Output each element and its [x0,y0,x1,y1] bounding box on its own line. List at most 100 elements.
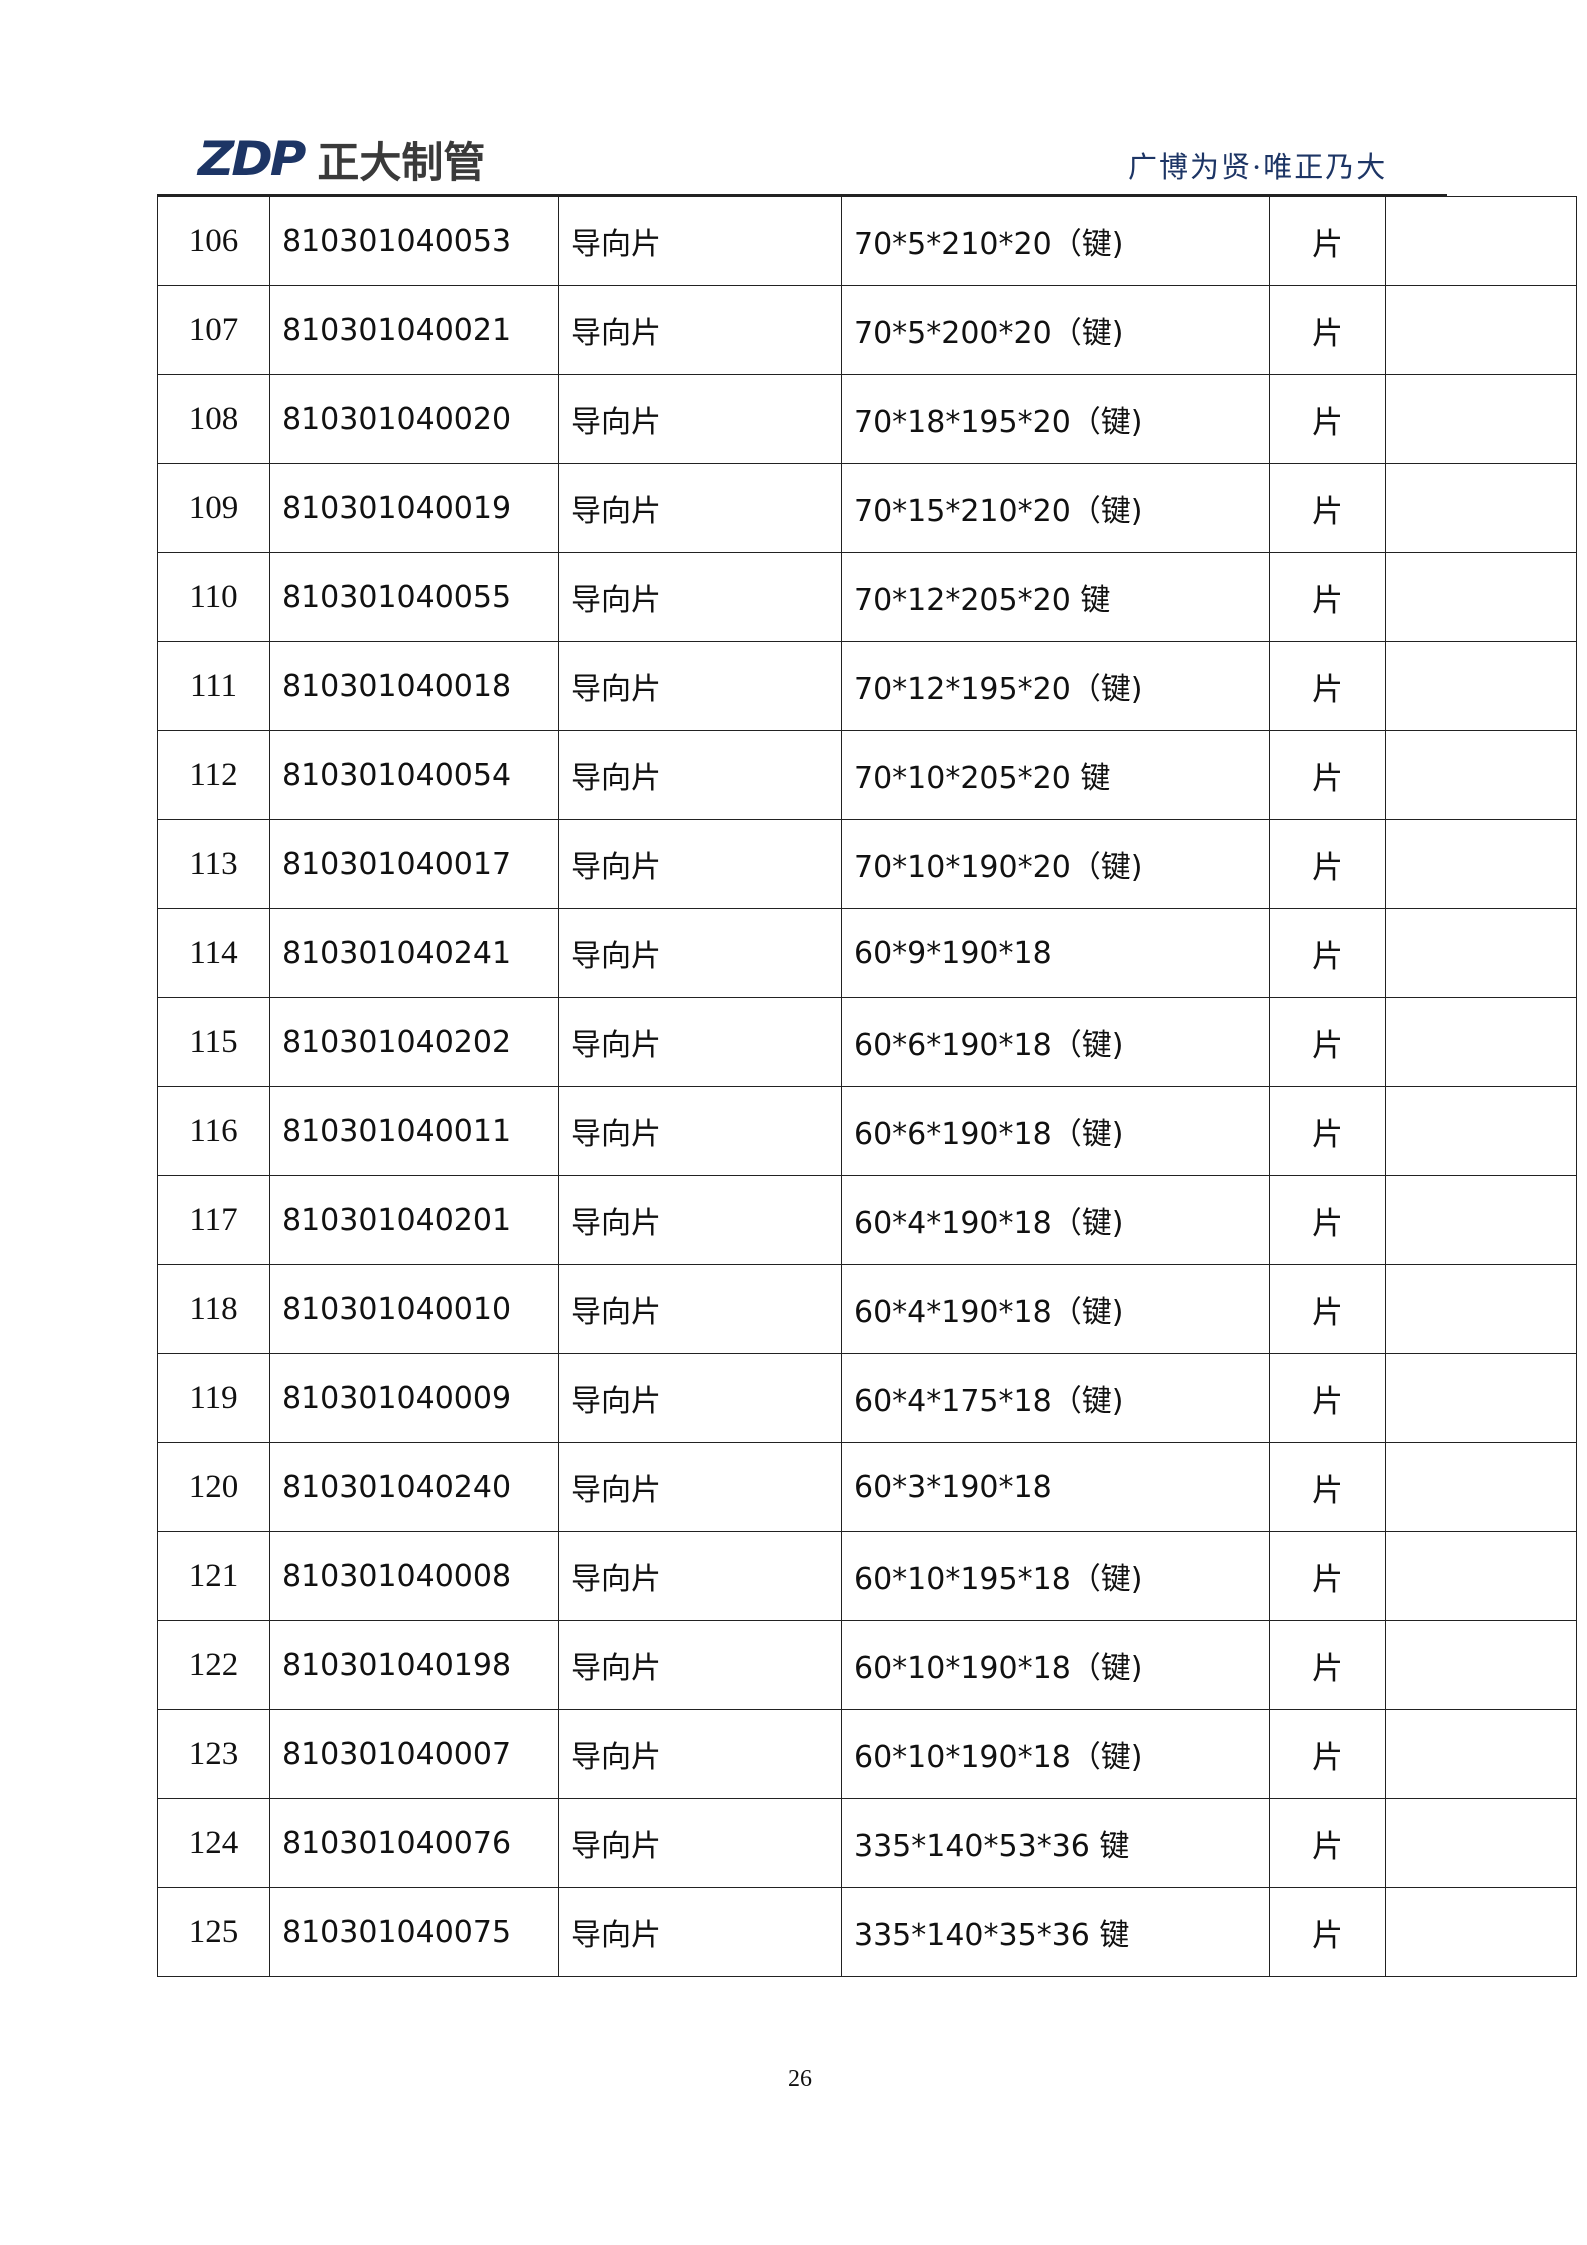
table-row: 118 810301040010 导向片 60*4*190*18（键) 片 [157,1264,1577,1354]
cell-unit: 片 [1269,285,1386,375]
cell-spec: 70*15*210*20（键) [841,463,1270,553]
cell-remark [1385,908,1577,998]
cell-unit: 片 [1269,196,1386,286]
table-row: 125 810301040075 导向片 335*140*35*36 键片 [157,1887,1577,1977]
cell-spec: 60*4*190*18（键) [841,1264,1270,1354]
cell-name: 导向片 [558,641,842,731]
cell-code: 810301040053 [269,196,559,286]
cell-unit: 片 [1269,374,1386,464]
cell-code: 810301040241 [269,908,559,998]
cell-no: 111 [157,641,270,731]
cell-spec: 70*12*205*20 键 [841,552,1270,642]
cell-remark [1385,552,1577,642]
cell-no: 124 [157,1798,270,1888]
cell-remark [1385,1086,1577,1176]
table-row: 123 810301040007 导向片 60*10*190*18（键) 片 [157,1709,1577,1799]
cell-name: 导向片 [558,997,842,1087]
cell-remark [1385,1442,1577,1532]
cell-remark [1385,1798,1577,1888]
cell-no: 121 [157,1531,270,1621]
cell-unit: 片 [1269,1442,1386,1532]
cell-no: 110 [157,552,270,642]
table-row: 113 810301040017 导向片 70*10*190*20（键) 片 [157,819,1577,909]
cell-name: 导向片 [558,1264,842,1354]
cell-no: 116 [157,1086,270,1176]
cell-no: 125 [157,1887,270,1977]
cell-spec: 70*10*190*20（键) [841,819,1270,909]
cell-name: 导向片 [558,552,842,642]
cell-name: 导向片 [558,1887,842,1977]
cell-no: 109 [157,463,270,553]
table-row: 122 810301040198 导向片 60*10*190*18（键) 片 [157,1620,1577,1710]
cell-unit: 片 [1269,1798,1386,1888]
cell-spec: 335*140*53*36 键 [841,1798,1270,1888]
cell-spec: 60*3*190*18 [841,1442,1270,1532]
cell-code: 810301040007 [269,1709,559,1799]
cell-name: 导向片 [558,1531,842,1621]
table-row: 109 810301040019 导向片 70*15*210*20（键) 片 [157,463,1577,553]
cell-unit: 片 [1269,1887,1386,1977]
cell-no: 106 [157,196,270,286]
cell-name: 导向片 [558,819,842,909]
cell-spec: 60*4*175*18（键) [841,1353,1270,1443]
cell-code: 810301040009 [269,1353,559,1443]
cell-code: 810301040075 [269,1887,559,1977]
cell-remark [1385,997,1577,1087]
cell-name: 导向片 [558,1086,842,1176]
cell-no: 118 [157,1264,270,1354]
table-row: 115 810301040202 导向片 60*6*190*18（键) 片 [157,997,1577,1087]
cell-name: 导向片 [558,1353,842,1443]
cell-spec: 70*18*195*20（键) [841,374,1270,464]
cell-name: 导向片 [558,730,842,820]
cell-spec: 60*6*190*18（键) [841,1086,1270,1176]
cell-code: 810301040201 [269,1175,559,1265]
cell-unit: 片 [1269,1175,1386,1265]
cell-remark [1385,1531,1577,1621]
cell-unit: 片 [1269,552,1386,642]
cell-name: 导向片 [558,285,842,375]
cell-name: 导向片 [558,1175,842,1265]
cell-remark [1385,730,1577,820]
cell-name: 导向片 [558,1620,842,1710]
logo-mark: ZDP [198,131,306,187]
cell-code: 810301040010 [269,1264,559,1354]
table-row: 106 810301040053 导向片 70*5*210*20（键) 片 [157,196,1577,286]
cell-unit: 片 [1269,819,1386,909]
cell-remark [1385,641,1577,731]
cell-remark [1385,1709,1577,1799]
cell-spec: 70*12*195*20（键) [841,641,1270,731]
table-row: 112 810301040054 导向片 70*10*205*20 键片 [157,730,1577,820]
cell-no: 114 [157,908,270,998]
cell-unit: 片 [1269,1620,1386,1710]
cell-no: 123 [157,1709,270,1799]
cell-code: 810301040018 [269,641,559,731]
cell-unit: 片 [1269,908,1386,998]
page-number: 26 [788,2066,812,2092]
cell-code: 810301040055 [269,552,559,642]
header-divider [157,194,1447,196]
cell-no: 115 [157,997,270,1087]
cell-code: 810301040008 [269,1531,559,1621]
company-logo: ZDP 正大制管 [198,131,485,187]
cell-spec: 70*5*200*20（键) [841,285,1270,375]
cell-remark [1385,374,1577,464]
cell-remark [1385,196,1577,286]
cell-name: 导向片 [558,196,842,286]
cell-spec: 60*9*190*18 [841,908,1270,998]
cell-code: 810301040054 [269,730,559,820]
cell-name: 导向片 [558,908,842,998]
cell-spec: 60*10*195*18（键) [841,1531,1270,1621]
table-row: 119 810301040009 导向片 60*4*175*18（键) 片 [157,1353,1577,1443]
cell-remark [1385,285,1577,375]
cell-code: 810301040017 [269,819,559,909]
cell-name: 导向片 [558,1798,842,1888]
cell-code: 810301040020 [269,374,559,464]
cell-name: 导向片 [558,374,842,464]
cell-no: 120 [157,1442,270,1532]
cell-unit: 片 [1269,1086,1386,1176]
cell-code: 810301040011 [269,1086,559,1176]
cell-unit: 片 [1269,997,1386,1087]
cell-unit: 片 [1269,1264,1386,1354]
cell-code: 810301040076 [269,1798,559,1888]
cell-no: 108 [157,374,270,464]
